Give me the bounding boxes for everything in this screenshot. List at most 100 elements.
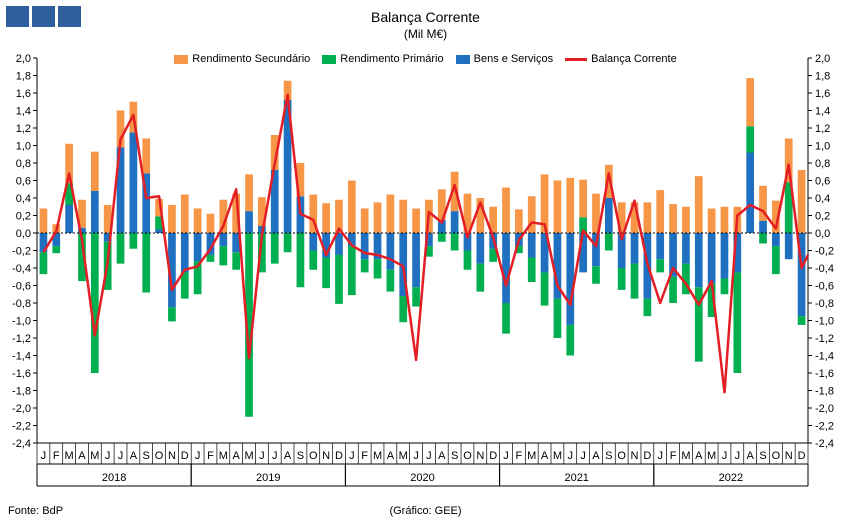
y-tick-label-right: -0,4 xyxy=(815,263,834,275)
bar-rendimento-primario xyxy=(283,233,292,253)
bar-rendimento-secundario xyxy=(566,177,575,233)
month-label: M xyxy=(527,450,536,462)
month-label: M xyxy=(219,450,228,462)
bar-rendimento-primario xyxy=(142,233,151,293)
month-label: M xyxy=(90,450,99,462)
y-tick-label-left: 1,4 xyxy=(16,106,31,118)
bar-bens-servicos xyxy=(463,233,472,251)
y-tick-label-right: -1,8 xyxy=(815,386,834,398)
legend-swatch xyxy=(455,54,470,64)
bar-rendimento-primario xyxy=(219,246,228,266)
bar-rendimento-secundario xyxy=(784,138,793,183)
bar-rendimento-secundario xyxy=(553,180,562,233)
month-label: D xyxy=(798,450,806,462)
bar-rendimento-secundario xyxy=(168,205,176,233)
chart-title: Balança Corrente xyxy=(371,9,480,25)
bar-bens-servicos xyxy=(720,233,729,279)
bar-bens-servicos xyxy=(733,233,742,273)
line-balanca-corrente xyxy=(42,93,810,394)
month-label: J xyxy=(272,450,278,462)
bar-bens-servicos xyxy=(553,233,562,299)
y-tick-label-right: -0,6 xyxy=(815,281,834,293)
bar-rendimento-secundario xyxy=(155,198,163,217)
bar-rendimento-primario xyxy=(656,259,665,273)
bar-rendimento-primario xyxy=(412,287,420,307)
month-label: A xyxy=(592,450,600,462)
month-label: F xyxy=(207,450,214,462)
y-tick-label-left: -2,4 xyxy=(12,438,31,450)
bar-rendimento-secundario xyxy=(270,135,279,170)
y-tick-label-left: -1,2 xyxy=(12,333,31,345)
month-label: S xyxy=(451,450,458,462)
bar-bens-servicos xyxy=(759,220,767,233)
y-tick-label-right: 1,0 xyxy=(815,141,830,153)
bar-rendimento-secundario xyxy=(463,193,472,233)
bar-rendimento-secundario xyxy=(39,208,48,233)
bar-rendimento-primario xyxy=(540,272,549,306)
month-label: O xyxy=(617,450,626,462)
month-label: A xyxy=(130,450,138,462)
legend-item-balanca: Balança Corrente xyxy=(565,53,677,65)
y-tick-label-left: -0,2 xyxy=(12,246,31,258)
month-label: N xyxy=(785,450,793,462)
year-label: 2019 xyxy=(256,472,280,484)
month-label: J xyxy=(349,450,355,462)
bar-bens-servicos xyxy=(682,233,690,264)
month-label: J xyxy=(259,450,265,462)
bar-bens-servicos xyxy=(630,233,639,264)
bar-rendimento-secundario xyxy=(630,202,639,233)
bar-rendimento-secundario xyxy=(592,193,600,233)
month-label: N xyxy=(631,450,639,462)
bar-rendimento-secundario xyxy=(669,204,677,233)
bar-bens-servicos xyxy=(502,233,510,303)
bar-rendimento-secundario xyxy=(682,206,690,233)
bar-rendimento-primario xyxy=(630,263,639,299)
bar-rendimento-primario xyxy=(373,259,382,279)
bar-bens-servicos xyxy=(566,233,575,325)
bar-bens-servicos xyxy=(784,233,793,260)
bar-bens-servicos xyxy=(656,233,665,260)
month-label: J xyxy=(568,450,574,462)
y-tick-label-right: -1,2 xyxy=(815,333,834,345)
bar-rendimento-primario xyxy=(296,233,305,288)
bar-rendimento-secundario xyxy=(437,189,446,220)
month-label: F xyxy=(361,450,368,462)
legend-label: Rendimento Secundário xyxy=(192,53,311,65)
bar-rendimento-primario xyxy=(527,257,536,282)
bar-bens-servicos xyxy=(142,173,151,233)
bar-rendimento-secundario xyxy=(206,213,215,233)
y-tick-label-right: -1,4 xyxy=(815,351,834,363)
bar-rendimento-primario xyxy=(476,263,485,292)
bar-bens-servicos xyxy=(168,233,176,308)
bar-bens-servicos xyxy=(540,233,549,273)
bar-rendimento-primario xyxy=(386,269,395,292)
bar-rendimento-secundario xyxy=(579,179,587,218)
bar-rendimento-primario xyxy=(604,233,613,251)
bar-rendimento-primario xyxy=(232,252,241,270)
legend-item-bens: Bens e Serviços xyxy=(455,53,554,65)
y-tick-label-right: -0,2 xyxy=(815,246,834,258)
month-label: S xyxy=(759,450,766,462)
month-label: D xyxy=(181,450,189,462)
month-label: S xyxy=(297,450,304,462)
bar-bens-servicos xyxy=(52,233,61,247)
bar-rendimento-secundario xyxy=(347,180,356,233)
legend-label: Bens e Serviços xyxy=(473,53,554,65)
bar-rendimento-primario xyxy=(489,248,498,262)
y-tick-label-left: 2,0 xyxy=(16,53,31,65)
month-label: A xyxy=(747,450,755,462)
bar-rendimento-primario xyxy=(437,233,446,242)
bar-rendimento-secundario xyxy=(772,200,780,233)
bar-rendimento-secundario xyxy=(527,196,536,233)
month-label: J xyxy=(580,450,586,462)
month-label: S xyxy=(605,450,612,462)
bar-rendimento-primario xyxy=(206,254,215,262)
month-label: J xyxy=(118,450,124,462)
y-tick-label-left: -1,6 xyxy=(12,368,31,380)
month-label: N xyxy=(168,450,176,462)
bar-rendimento-primario xyxy=(669,276,677,303)
bar-rendimento-primario xyxy=(78,233,86,282)
y-tick-label-right: 0,4 xyxy=(815,193,830,205)
y-tick-label-right: 2,0 xyxy=(815,53,830,65)
month-label: D xyxy=(335,450,343,462)
